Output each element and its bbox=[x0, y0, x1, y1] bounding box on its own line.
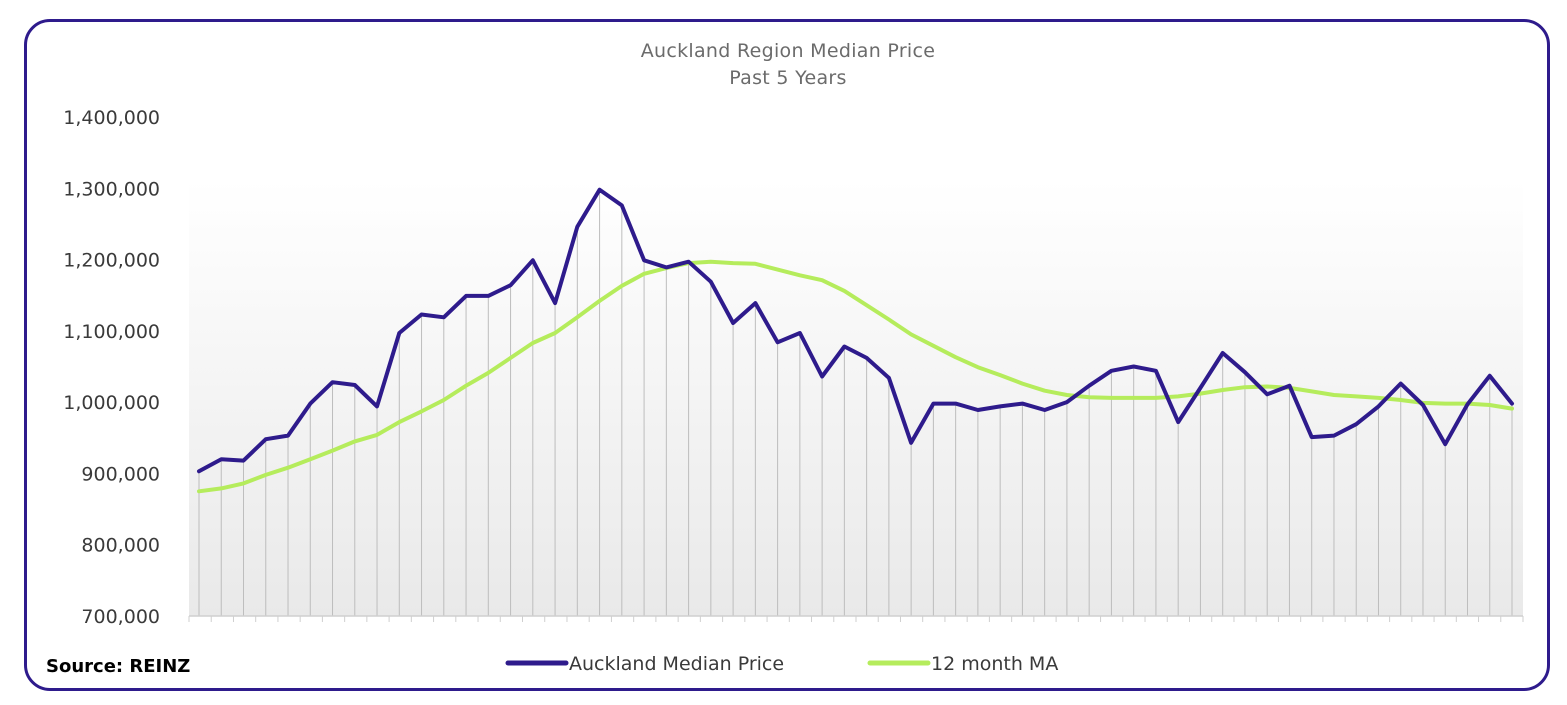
source-note: Source: REINZ bbox=[46, 656, 190, 677]
chart-subtitle: Past 5 Years bbox=[729, 67, 847, 89]
legend: Auckland Median Price 12 month MA bbox=[505, 653, 1058, 675]
y-tick-label: 800,000 bbox=[81, 535, 160, 557]
series-line-auckland-median-price bbox=[197, 187, 1514, 474]
y-tick-label: 700,000 bbox=[81, 606, 160, 628]
drop-lines bbox=[198, 189, 1513, 616]
chart-title: Auckland Region Median Price bbox=[641, 40, 936, 62]
y-axis-tick-labels: 700,000 800,000 900,000 1,000,000 1,100,000 1… bbox=[63, 107, 160, 628]
y-tick-label: 1,100,000 bbox=[63, 321, 160, 343]
series-line-12-month-ma bbox=[197, 259, 1514, 494]
y-tick-label: 1,300,000 bbox=[63, 178, 160, 200]
y-tick-label: 1,400,000 bbox=[63, 107, 160, 129]
x-axis-ticks bbox=[188, 616, 1524, 622]
plot-background bbox=[189, 180, 1523, 616]
legend-label-12-month-ma: 12 month MA bbox=[931, 653, 1058, 675]
legend-label-auckland-median-price: Auckland Median Price bbox=[569, 653, 784, 675]
y-tick-label: 900,000 bbox=[81, 463, 160, 485]
y-tick-label: 1,000,000 bbox=[63, 392, 160, 414]
y-tick-label: 1,200,000 bbox=[63, 250, 160, 272]
